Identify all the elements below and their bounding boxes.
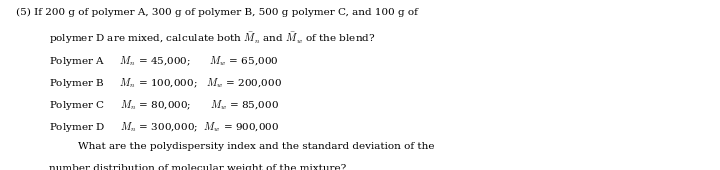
Text: Polymer A     $M_n$ = 45,000;      $M_w$ = 65,000: Polymer A $M_n$ = 45,000; $M_w$ = 65,000	[49, 54, 279, 67]
Text: What are the polydispersity index and the standard deviation of the: What are the polydispersity index and th…	[78, 142, 434, 151]
Text: number distribution of molecular weight of the mixture?: number distribution of molecular weight …	[49, 164, 346, 170]
Text: (5) If 200 g of polymer A, 300 g of polymer B, 500 g polymer C, and 100 g of: (5) If 200 g of polymer A, 300 g of poly…	[16, 8, 418, 17]
Text: Polymer C     $M_n$ = 80,000;      $M_w$ = 85,000: Polymer C $M_n$ = 80,000; $M_w$ = 85,000	[49, 98, 279, 112]
Text: polymer D are mixed, calculate both $\bar{M}_n$ and $\bar{M}_w$ of the blend?: polymer D are mixed, calculate both $\ba…	[49, 31, 376, 46]
Text: Polymer B     $M_n$ = 100,000;   $M_w$ = 200,000: Polymer B $M_n$ = 100,000; $M_w$ = 200,0…	[49, 76, 282, 90]
Text: Polymer D     $M_n$ = 300,000;  $M_w$ = 900,000: Polymer D $M_n$ = 300,000; $M_w$ = 900,0…	[49, 120, 279, 134]
